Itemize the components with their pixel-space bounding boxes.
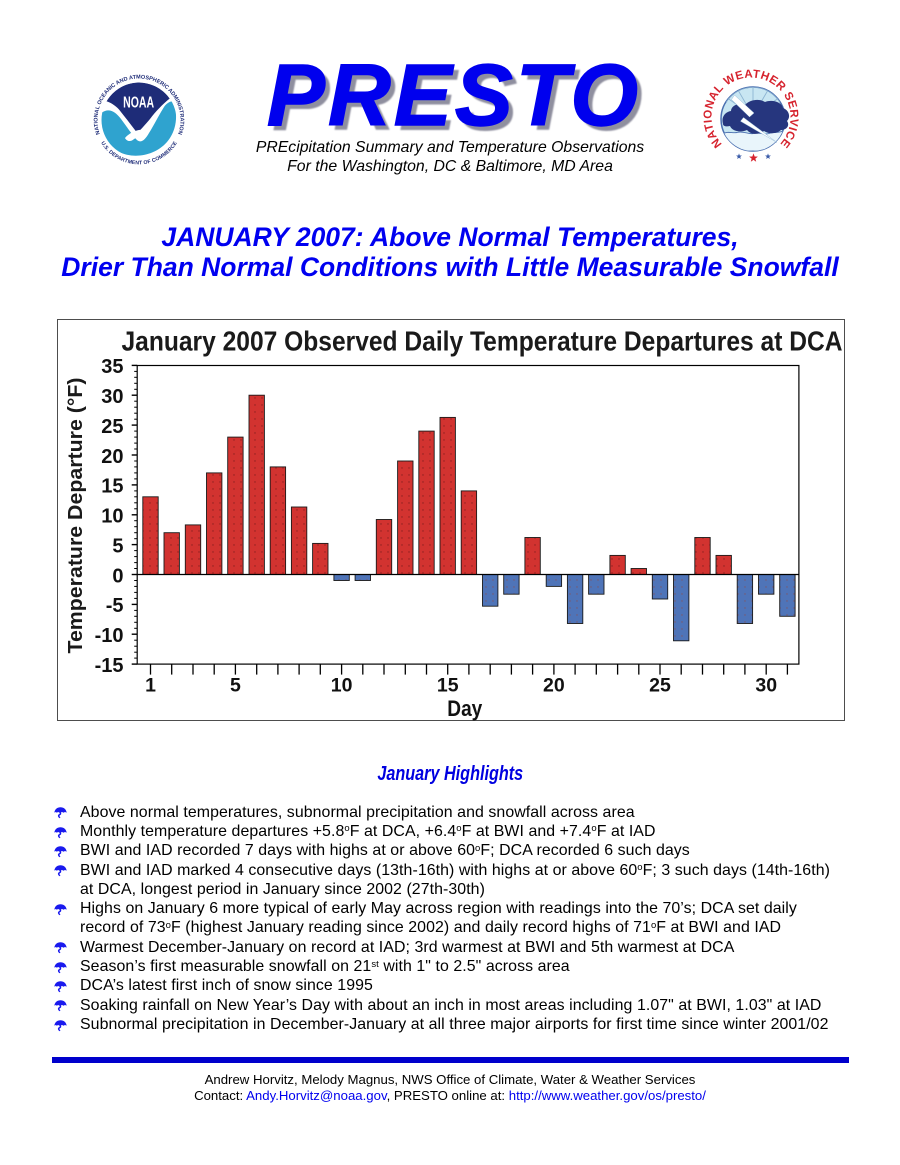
svg-text:5: 5 — [112, 535, 123, 557]
svg-text:25: 25 — [649, 675, 671, 697]
svg-text:35: 35 — [101, 356, 123, 378]
svg-text:5: 5 — [230, 675, 241, 697]
svg-text:10: 10 — [101, 506, 123, 528]
svg-text:0: 0 — [112, 565, 123, 587]
svg-text:-5: -5 — [106, 595, 124, 617]
svg-text:20: 20 — [543, 675, 565, 697]
svg-text:10: 10 — [331, 675, 353, 697]
svg-text:NOAA: NOAA — [123, 94, 154, 111]
svg-text:15: 15 — [101, 476, 123, 498]
svg-text:January 2007 Observed Daily Te: January 2007 Observed Daily Temperature … — [122, 326, 843, 357]
svg-text:30: 30 — [101, 386, 123, 408]
svg-text:-10: -10 — [95, 625, 124, 647]
svg-text:-15: -15 — [95, 655, 124, 677]
svg-text:15: 15 — [437, 675, 459, 697]
svg-text:25: 25 — [101, 416, 123, 438]
svg-text:1: 1 — [145, 675, 156, 697]
svg-text:30: 30 — [755, 675, 777, 697]
svg-text:Day: Day — [447, 696, 483, 721]
svg-text:Temperature Departure (°F): Temperature Departure (°F) — [64, 378, 87, 654]
svg-text:20: 20 — [101, 446, 123, 468]
